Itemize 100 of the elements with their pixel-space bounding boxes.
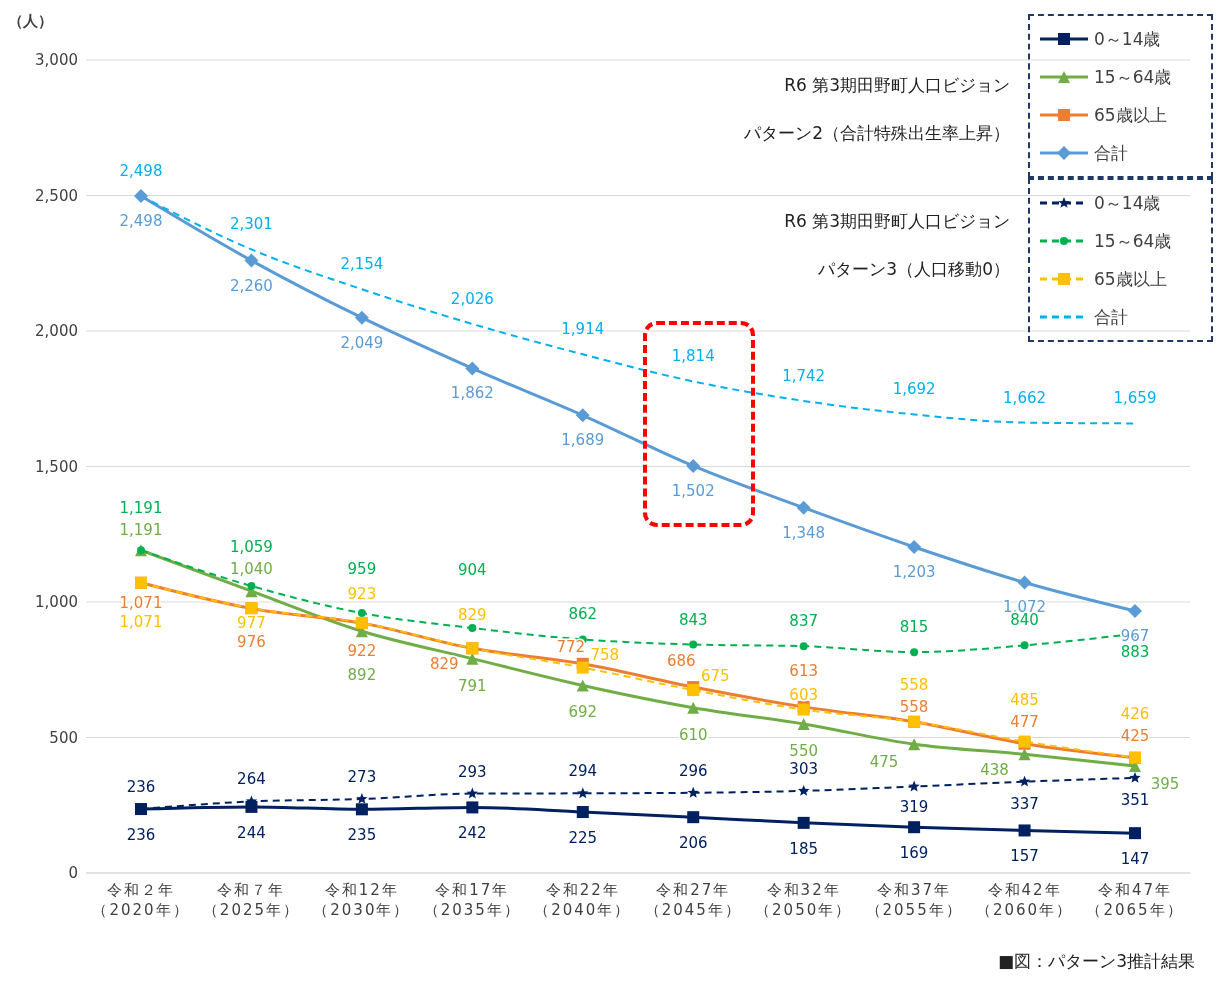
data-label: 862 <box>568 605 598 624</box>
data-label: 1,191 <box>119 521 163 540</box>
legend-label: 15～64歳 <box>1094 65 1172 89</box>
data-label: 772 <box>556 637 586 656</box>
data-label: 303 <box>789 759 818 778</box>
legend-label: 15～64歳 <box>1094 229 1172 253</box>
data-label: 558 <box>899 675 929 694</box>
data-label: 1,862 <box>450 384 494 403</box>
data-label: 815 <box>899 618 929 637</box>
data-label: 2,498 <box>119 162 163 181</box>
legend-label: 0～14歳 <box>1094 27 1161 51</box>
data-label: 485 <box>1010 690 1039 709</box>
data-label: 1,742 <box>782 366 826 385</box>
data-label: 1,814 <box>671 347 715 366</box>
data-label: 843 <box>678 610 708 629</box>
data-label: 977 <box>237 614 266 633</box>
data-label: 1,502 <box>671 481 715 500</box>
annotation: R6 第3期田野町人口ビジョン <box>784 210 1010 233</box>
data-label: 225 <box>568 829 598 848</box>
data-label: 337 <box>1010 794 1039 813</box>
data-label: 1,659 <box>1113 389 1157 408</box>
legend-label: 0～14歳 <box>1094 191 1161 215</box>
data-label: 1,689 <box>561 431 605 450</box>
data-label: 758 <box>590 645 620 664</box>
data-label: 2,301 <box>229 215 273 234</box>
data-label: 185 <box>789 839 818 858</box>
data-label: 2,154 <box>340 255 384 274</box>
data-label: 157 <box>1010 847 1039 866</box>
x-tick-label: 令和22年（2040年） <box>534 881 632 919</box>
data-label: 1,071 <box>119 612 163 631</box>
data-label: 319 <box>899 797 929 816</box>
data-label: 1,662 <box>1003 388 1047 407</box>
data-label: 426 <box>1120 704 1150 723</box>
data-label: 236 <box>126 778 156 797</box>
data-label: 169 <box>899 844 929 863</box>
data-label: 1,040 <box>229 560 273 579</box>
annotation: パターン2（合計特殊出生率上昇） <box>744 122 1010 145</box>
data-label: 550 <box>789 741 818 760</box>
data-label: 1,914 <box>561 320 605 339</box>
data-label: 477 <box>1010 712 1039 731</box>
y-tick-label: 1,000 <box>35 593 78 612</box>
x-tick-label: 令和42年（2060年） <box>975 881 1074 919</box>
data-label: 294 <box>568 762 598 781</box>
data-label: 425 <box>1120 726 1150 745</box>
x-tick-label: 令和37年（2055年） <box>865 881 963 919</box>
y-tick-label: 500 <box>49 728 78 747</box>
y-axis-title: （人） <box>8 12 53 31</box>
data-label: 1,203 <box>892 562 936 581</box>
data-label: 1,191 <box>119 499 163 518</box>
x-tick-label: 令和２年（2020年） <box>92 881 190 919</box>
data-label: 922 <box>347 642 377 661</box>
y-tick-label: 0 <box>68 864 78 883</box>
data-label: 967 <box>1120 626 1150 645</box>
data-label: 1,348 <box>782 523 826 542</box>
x-tick-label: 令和27年（2045年） <box>644 881 742 919</box>
data-label: 1,692 <box>892 380 936 399</box>
y-tick-label: 1,500 <box>35 457 78 476</box>
data-label: 2,260 <box>229 276 273 295</box>
data-label: 603 <box>789 685 818 704</box>
data-label: 264 <box>237 770 266 789</box>
data-label: 837 <box>789 612 818 631</box>
legend-label: 合計 <box>1094 141 1128 165</box>
data-label: 686 <box>666 652 696 671</box>
legend-label: 合計 <box>1094 305 1128 329</box>
data-label: 1,059 <box>229 538 273 557</box>
data-label: 558 <box>899 697 929 716</box>
data-label: 242 <box>458 824 487 843</box>
data-label: 351 <box>1120 790 1150 809</box>
data-label: 244 <box>237 823 266 842</box>
data-label: 395 <box>1150 774 1180 793</box>
data-label: 293 <box>458 762 487 781</box>
x-tick-label: 令和７年（2025年） <box>202 881 301 919</box>
data-label: 475 <box>869 753 899 772</box>
legend-label: 65歳以上 <box>1094 267 1167 291</box>
data-label: 904 <box>458 561 487 580</box>
data-label: 1,071 <box>119 593 163 612</box>
data-label: 235 <box>347 826 377 845</box>
data-label: 147 <box>1120 850 1150 869</box>
annotation: パターン3（人口移動0） <box>818 258 1010 281</box>
x-tick-label: 令和12年（2030年） <box>313 881 411 919</box>
data-label: 2,498 <box>119 212 163 231</box>
data-label: 273 <box>347 768 377 787</box>
data-label: 892 <box>347 666 377 685</box>
data-label: 206 <box>678 834 708 853</box>
y-tick-label: 2,000 <box>35 322 78 341</box>
text: ■図：パターン3推計結果 <box>998 950 1195 973</box>
data-label: 829 <box>458 606 487 625</box>
data-label: 883 <box>1120 642 1150 661</box>
annotation: R6 第3期田野町人口ビジョン <box>784 74 1010 97</box>
data-label: 976 <box>237 632 266 651</box>
data-label: 438 <box>980 761 1009 780</box>
data-label: 692 <box>568 703 598 722</box>
data-label: 959 <box>347 560 377 579</box>
data-label: 610 <box>678 725 708 744</box>
data-label: 923 <box>347 584 377 603</box>
data-label: 613 <box>789 661 818 680</box>
data-label: 296 <box>678 761 708 780</box>
data-label: 236 <box>126 826 156 845</box>
legend-label: 65歳以上 <box>1094 103 1167 127</box>
data-label: 791 <box>458 676 487 695</box>
